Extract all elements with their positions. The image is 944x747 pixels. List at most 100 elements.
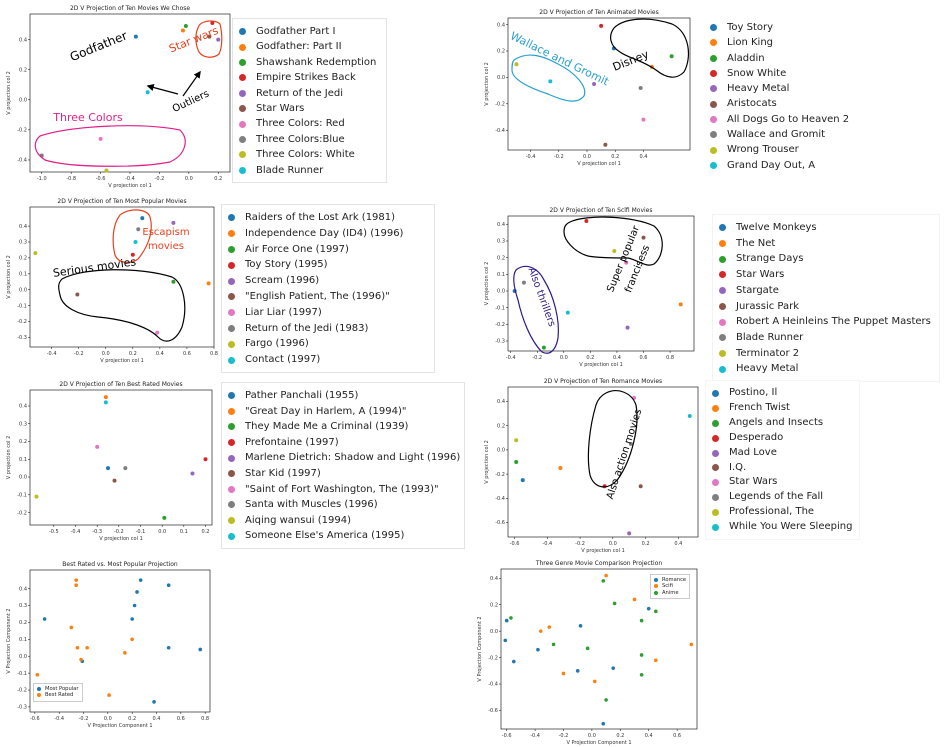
chart6-point-6 [638,484,643,489]
legend-item: Toy Story [710,20,851,35]
chart6-x-tick-label: -0.6 [510,541,520,547]
chart7-y-axis-label: V Projection Component 2 [6,608,12,673]
chart3-x-tick-label: 0.2 [129,351,137,357]
chart1-annotation-4: Three Colors [52,111,123,124]
chart8-scifi-point-8 [547,625,552,629]
chart7-y-tick-label: 0.2 [19,620,27,626]
legend-label: Best Rated [45,692,74,699]
chart7-best-rated-point-8 [85,645,89,650]
chart-panel-ten-best-rated: 2D V Projection of Ten Best Rated Movies… [0,378,240,542]
chart5-point-10 [103,400,108,405]
legend-label: Most Popular [45,686,79,692]
legend-label: Heavy Metal [736,363,799,375]
legend-item: Prefontaine (1997) [228,435,458,451]
legend-item: Romance [654,577,686,583]
chart8-y-tick-label: -0.2 [488,655,498,661]
legend-item: Empire Strikes Back [239,70,380,85]
chart1-y-axis-label: V projection col 2 [6,71,12,115]
legend-item: Twelve Monkeys [719,220,933,236]
legend-label: Terminator 2 [736,347,800,359]
legend-marker [710,85,717,93]
chart8-romance-point-4 [536,647,540,652]
chart8-anime-point-6 [585,646,590,651]
chart6-x-tick-label: 0.0 [609,541,617,547]
chart3-annotation-outline-1 [112,209,152,264]
chart3-point-6 [75,292,80,297]
legend-item: Independence Day (ID4) (1996) [228,226,428,242]
chart3-point-3 [171,279,176,284]
chart1-point-10 [145,90,150,95]
chart1-x-tick-label: -0.4 [125,176,135,182]
chart5-point-4 [203,457,208,462]
chart6-y-tick-label: -0.6 [495,520,505,526]
legend-label: Star Wars [729,476,778,488]
legend-label: Star Kid (1997) [245,467,321,479]
chart7-best-rated-point-3 [107,693,111,697]
chart4-point-4 [584,219,589,223]
legend-item: Strange Days [719,251,933,267]
legend-label: Twelve Monkeys [736,222,817,233]
chart5-x-tick-label: -0.2 [114,529,124,535]
legend-label: Stargate [736,284,779,296]
chart8-scifi-point-5 [538,629,543,633]
scatter-plot-ten-scifi-movies: 2D V Projection of Ten Sclfi Movies -0.4 -… [484,207,695,368]
chart7-y-tick-label: -0.1 [17,671,27,677]
legend-label: Return of the Jedi (1983) [245,322,369,334]
chart7-x-axis-label: V Projection Component 1 [87,723,152,729]
legend-marker [719,224,726,232]
chart2-y-tick-label: 0.2 [497,49,505,55]
legend-marker [654,578,658,583]
chart7-y-tick-label: -0.3 [17,705,27,711]
legend-label: Professional, The [729,506,815,518]
legend-item: Blade Runner [239,163,380,178]
chart8-anime-point-3 [612,601,617,606]
legend-item: Someone Else's America (1995) [228,528,458,544]
chart7-most-popular-point-5 [166,583,171,588]
legend-label: Scifi [662,583,673,590]
legend-marker [710,100,717,108]
legend-label: Three Colors: Red [256,118,345,130]
chart5-point-5 [190,471,195,476]
legend-ten-romance-movies: Postino, Il French Twist Angels and Insect… [705,380,860,541]
legend-marker [228,340,235,348]
chart1-x-axis-label: V projection col 1 [108,183,152,189]
chart-panel-best-rated-vs-most-popular: Best Rated vs. Most Popular Projection -0… [0,555,215,747]
chart-panel-ten-most-popular: 2D V Projection of Ten Most Popular Movi… [0,195,240,370]
legend-item: Anime [654,590,686,596]
chart5-axes-frame [29,389,213,526]
chart1-annotation-outline-2 [34,125,186,167]
legend-item: Professional, The [712,505,853,520]
legend-marker [228,324,235,332]
chart3-y-tick-label: 0.4 [19,224,27,230]
legend-item: Scifi [654,583,686,589]
chart6-point-10 [687,414,692,419]
chart3-annotation-outline-2 [58,269,186,342]
legend-item: I.Q. [712,461,853,476]
chart6-point-3 [514,460,519,464]
legend-marker [719,365,726,373]
legend-marker [710,115,717,123]
chart5-x-tick-label: 0.1 [180,529,188,535]
chart4-y-tick-label: 0.3 [497,239,505,245]
legend-item: Star Wars [712,475,853,490]
legend-ten-most-popular: Raiders of the Lost Ark (1981) Independen… [221,204,435,373]
chart6-axes-frame [507,386,699,538]
legend-marker [228,485,235,493]
legend-item: Wallace and Gromit [710,127,851,142]
chart1-annotation-arrow-3 [146,84,179,95]
legend-marker [239,105,246,113]
legend-marker [228,470,235,478]
legend-marker [239,89,246,97]
chart4-point-3 [541,345,546,350]
chart5-point-1 [106,466,110,471]
chart8-x-tick-label: 0.2 [616,733,624,739]
chart4-x-tick-label: -0.2 [532,355,542,361]
legend-label: Blade Runner [736,331,804,343]
scatter-plot-ten-most-popular: 2D V Projection of Ten Most Popular Movi… [6,198,218,364]
chart7-axes-frame [29,569,211,713]
chart2-annotation-outline-2 [610,18,690,78]
chart6-point-8 [628,441,633,446]
chart4-y-tick-label: 0.2 [497,255,505,261]
legend-marker [228,454,235,462]
chart8-x-tick-label: -0.4 [530,733,540,739]
